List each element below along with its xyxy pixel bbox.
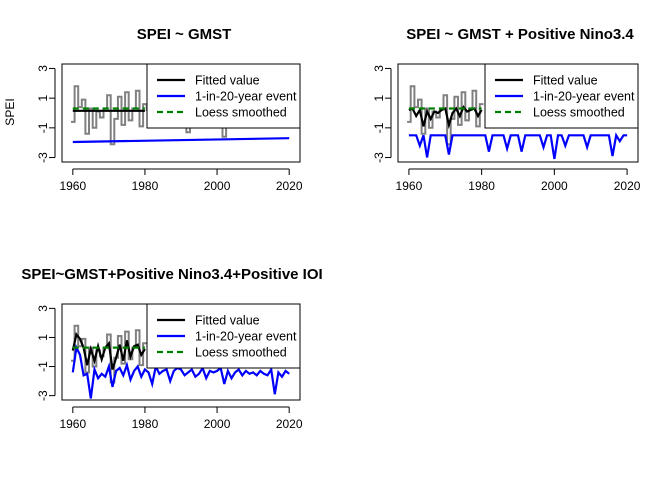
chart-title: SPEI ~ GMST <box>137 26 232 43</box>
y-tick-label: 1 <box>36 94 50 101</box>
legend-label: 1-in-20-year event <box>533 90 635 104</box>
legend-label: Loess smoothed <box>195 346 287 360</box>
x-tick-label: 1960 <box>59 179 86 193</box>
legend: Fitted value 1-in-20-year event Loess smoo… <box>146 303 301 369</box>
chart-panel-2: SPEI ~ GMST + Positive Nino3.4 1960 1980 20… <box>372 26 641 193</box>
x-tick-label: 2020 <box>276 179 303 193</box>
series-line-fitted-value <box>71 332 146 370</box>
chart-panel-3: SPEI~GMST+Positive Nino3.4+Positive IOI 1… <box>21 266 322 431</box>
x-tick-label: 1980 <box>132 417 159 431</box>
y-axis: -3 -1 1 3 <box>372 65 392 163</box>
y-tick-label: 3 <box>372 65 386 72</box>
y-axis: -3 -1 1 3 <box>36 305 56 401</box>
x-tick-label: 1980 <box>468 179 495 193</box>
series-group <box>71 324 290 399</box>
x-tick-label: 1980 <box>132 179 159 193</box>
y-tick-label: 1 <box>372 94 386 101</box>
y-tick-label: 3 <box>36 305 50 312</box>
legend: Fitted value 1-in-20-year event Loess smoo… <box>146 63 301 129</box>
legend-label: Loess smoothed <box>195 106 287 120</box>
x-tick-label: 1960 <box>396 179 423 193</box>
y-axis-label: SPEI <box>3 98 17 125</box>
x-axis: 1960 1980 2000 2020 <box>396 168 641 193</box>
y-tick-label: 1 <box>36 334 50 341</box>
y-tick-label: -1 <box>36 361 50 372</box>
y-tick-label: -1 <box>36 122 50 133</box>
x-axis: 1960 1980 2000 2020 <box>59 168 303 193</box>
x-tick-label: 2020 <box>614 179 641 193</box>
chart-title: SPEI ~ GMST + Positive Nino3.4 <box>406 26 634 43</box>
legend-label: Loess smoothed <box>533 106 625 120</box>
series-line-1-in-20-year-event <box>408 132 628 160</box>
legend-label: 1-in-20-year event <box>195 330 297 344</box>
x-tick-label: 2000 <box>541 179 568 193</box>
legend-label: Fitted value <box>533 74 598 88</box>
x-tick-label: 1960 <box>59 417 86 431</box>
x-tick-label: 2000 <box>204 417 231 431</box>
series-group <box>407 85 628 160</box>
series-line-1-in-20-year-event <box>72 137 290 144</box>
series-line-1-in-20-year-event <box>71 343 290 399</box>
y-tick-label: -1 <box>372 122 386 133</box>
chart-panel-1: SPEI ~ GMST 1960 1980 2000 2020 -3 -1 1 3 Fitted … <box>36 26 303 193</box>
y-tick-label: 3 <box>36 65 50 72</box>
legend-label: Fitted value <box>195 74 260 88</box>
x-tick-label: 2000 <box>204 179 231 193</box>
y-axis: -3 -1 1 3 <box>36 65 56 163</box>
y-tick-label: -3 <box>36 152 50 163</box>
legend-label: Fitted value <box>195 314 260 328</box>
y-tick-label: -3 <box>36 390 50 401</box>
series-line-fitted-value <box>408 104 483 130</box>
x-tick-label: 2020 <box>276 417 303 431</box>
x-axis: 1960 1980 2000 2020 <box>59 406 303 431</box>
chart-title: SPEI~GMST+Positive Nino3.4+Positive IOI <box>21 266 322 283</box>
legend-label: 1-in-20-year event <box>195 90 297 104</box>
legend: Fitted value 1-in-20-year event Loess smoo… <box>484 63 639 129</box>
y-tick-label: -3 <box>372 152 386 163</box>
